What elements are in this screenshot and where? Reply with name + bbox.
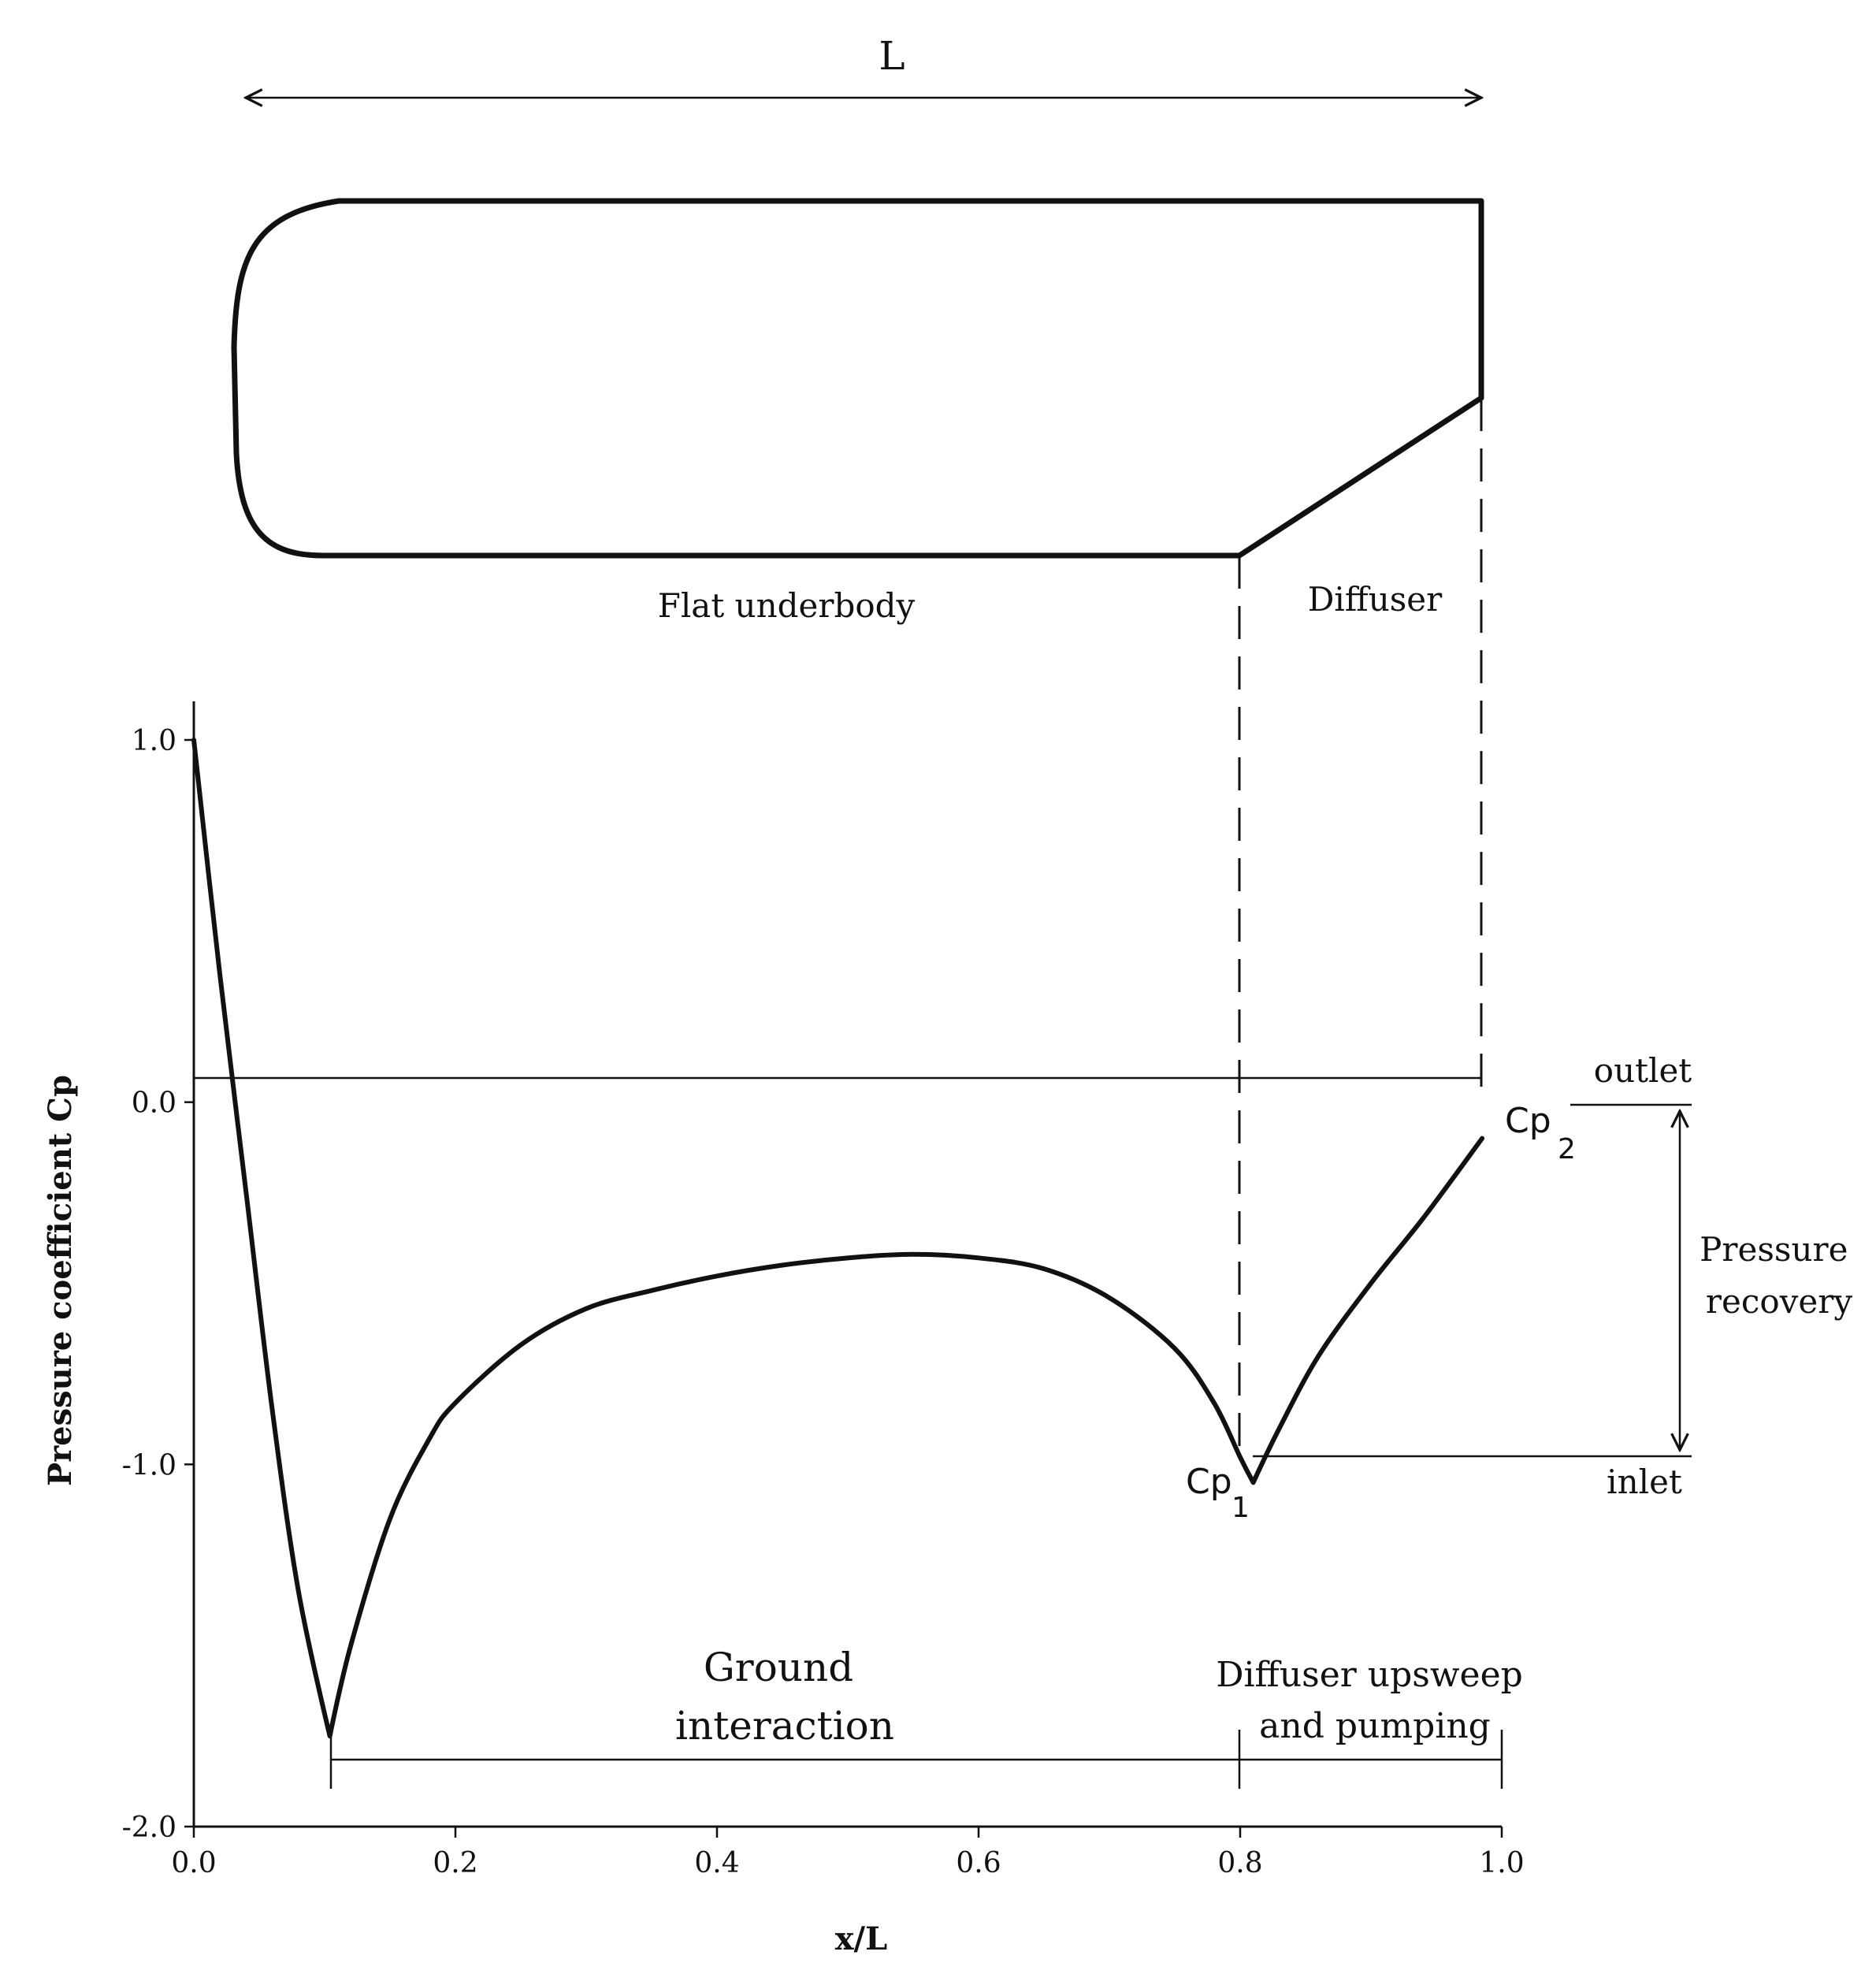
cp1-subscript: 1	[1231, 1492, 1250, 1524]
cp2-label: Cp 2	[1505, 1101, 1576, 1165]
pressure-coefficient-chart: 0.0 0.2 0.4 0.6 0.8 1.0 1.0 0.0 -1.0 -2.0 x/L Pr…	[42, 701, 1525, 1957]
region-brackets: Ground interaction Diffuser upsweep and …	[329, 1645, 1534, 1789]
ground-interaction-line-1: Ground	[704, 1645, 853, 1690]
x-axis-label: x/L	[835, 1920, 888, 1957]
x-tick-label-1: 0.2	[433, 1847, 477, 1879]
outlet-label: outlet	[1594, 1051, 1692, 1090]
ground-interaction-label: Ground interaction	[675, 1645, 894, 1749]
cp2-base: Cp	[1505, 1101, 1551, 1141]
pressure-recovery-annotation: outlet inlet Pressure recovery Cp 2 Cp 1	[1186, 1051, 1859, 1524]
cp2-subscript: 2	[1558, 1133, 1576, 1165]
x-tick-label-4: 0.8	[1217, 1847, 1262, 1879]
y-tick-label-2: -1.0	[122, 1449, 176, 1481]
vehicle-body-outline	[231, 198, 1484, 559]
pressure-recovery-line-2: recovery	[1706, 1282, 1852, 1321]
y-axis-ticks: 1.0 0.0 -1.0 -2.0	[122, 725, 194, 1844]
pressure-recovery-label: Pressure recovery	[1700, 1230, 1859, 1321]
x-tick-label-2: 0.4	[694, 1847, 739, 1879]
cp1-label: Cp 1	[1186, 1462, 1250, 1524]
ground-interaction-line-2: interaction	[675, 1703, 894, 1749]
vehicle-diagram: L Flat underbody Diffuser	[231, 33, 1484, 1458]
pressure-recovery-line-1: Pressure	[1700, 1230, 1848, 1269]
x-axis-ticks: 0.0 0.2 0.4 0.6 0.8 1.0	[171, 1827, 1525, 1879]
x-tick-label-0: 0.0	[171, 1847, 216, 1879]
x-tick-label-5: 1.0	[1479, 1847, 1524, 1879]
diffuser-label: Diffuser	[1308, 580, 1443, 619]
diffuser-upsweep-label: Diffuser upsweep and pumping	[1216, 1655, 1534, 1746]
diffuser-upsweep-line-2: and pumping	[1259, 1706, 1491, 1746]
cp1-base: Cp	[1186, 1462, 1232, 1502]
flat-underbody-label: Flat underbody	[658, 586, 916, 625]
y-axis-label: Pressure coefficient Cp	[42, 1075, 79, 1486]
y-tick-label-3: -2.0	[122, 1812, 176, 1844]
x-tick-label-3: 0.6	[956, 1847, 1001, 1879]
y-tick-label-1: 0.0	[132, 1087, 176, 1120]
diffuser-upsweep-line-1: Diffuser upsweep	[1216, 1655, 1523, 1695]
inlet-label: inlet	[1607, 1463, 1682, 1501]
cp-series-line	[191, 738, 1485, 1739]
y-tick-label-0: 1.0	[132, 725, 176, 757]
length-label: L	[879, 33, 905, 79]
